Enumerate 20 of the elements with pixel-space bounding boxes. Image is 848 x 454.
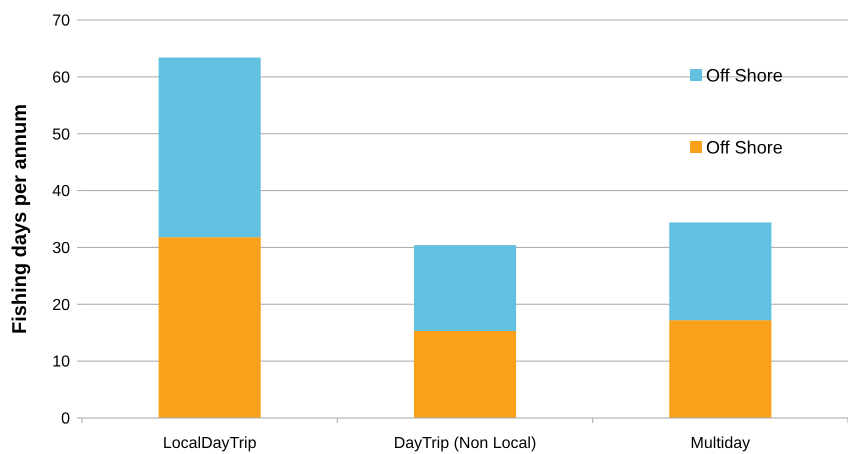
bar bbox=[158, 58, 261, 238]
y-axis-title: Fishing days per annum bbox=[9, 104, 31, 334]
bar bbox=[669, 320, 772, 418]
y-tick-label: 40 bbox=[52, 183, 70, 200]
x-tick-label: Multiday bbox=[690, 435, 750, 452]
bar bbox=[158, 237, 261, 418]
y-tick-label: 20 bbox=[52, 296, 70, 314]
y-tick-label: 10 bbox=[52, 354, 70, 371]
y-tick-label: 30 bbox=[52, 240, 70, 258]
legend-label: Off Shore bbox=[706, 65, 783, 86]
legend-label: Off Shore bbox=[706, 137, 783, 158]
y-tick-label: 70 bbox=[52, 12, 70, 30]
bar bbox=[414, 331, 516, 418]
y-tick-label: 60 bbox=[52, 69, 70, 86]
x-tick-label: DayTrip (Non Local) bbox=[394, 435, 536, 452]
y-tick-label: 0 bbox=[61, 410, 70, 428]
x-tick-label: LocalDayTrip bbox=[162, 435, 257, 452]
y-tick-label: 50 bbox=[52, 126, 70, 144]
bar bbox=[669, 222, 772, 320]
bar bbox=[414, 245, 516, 332]
